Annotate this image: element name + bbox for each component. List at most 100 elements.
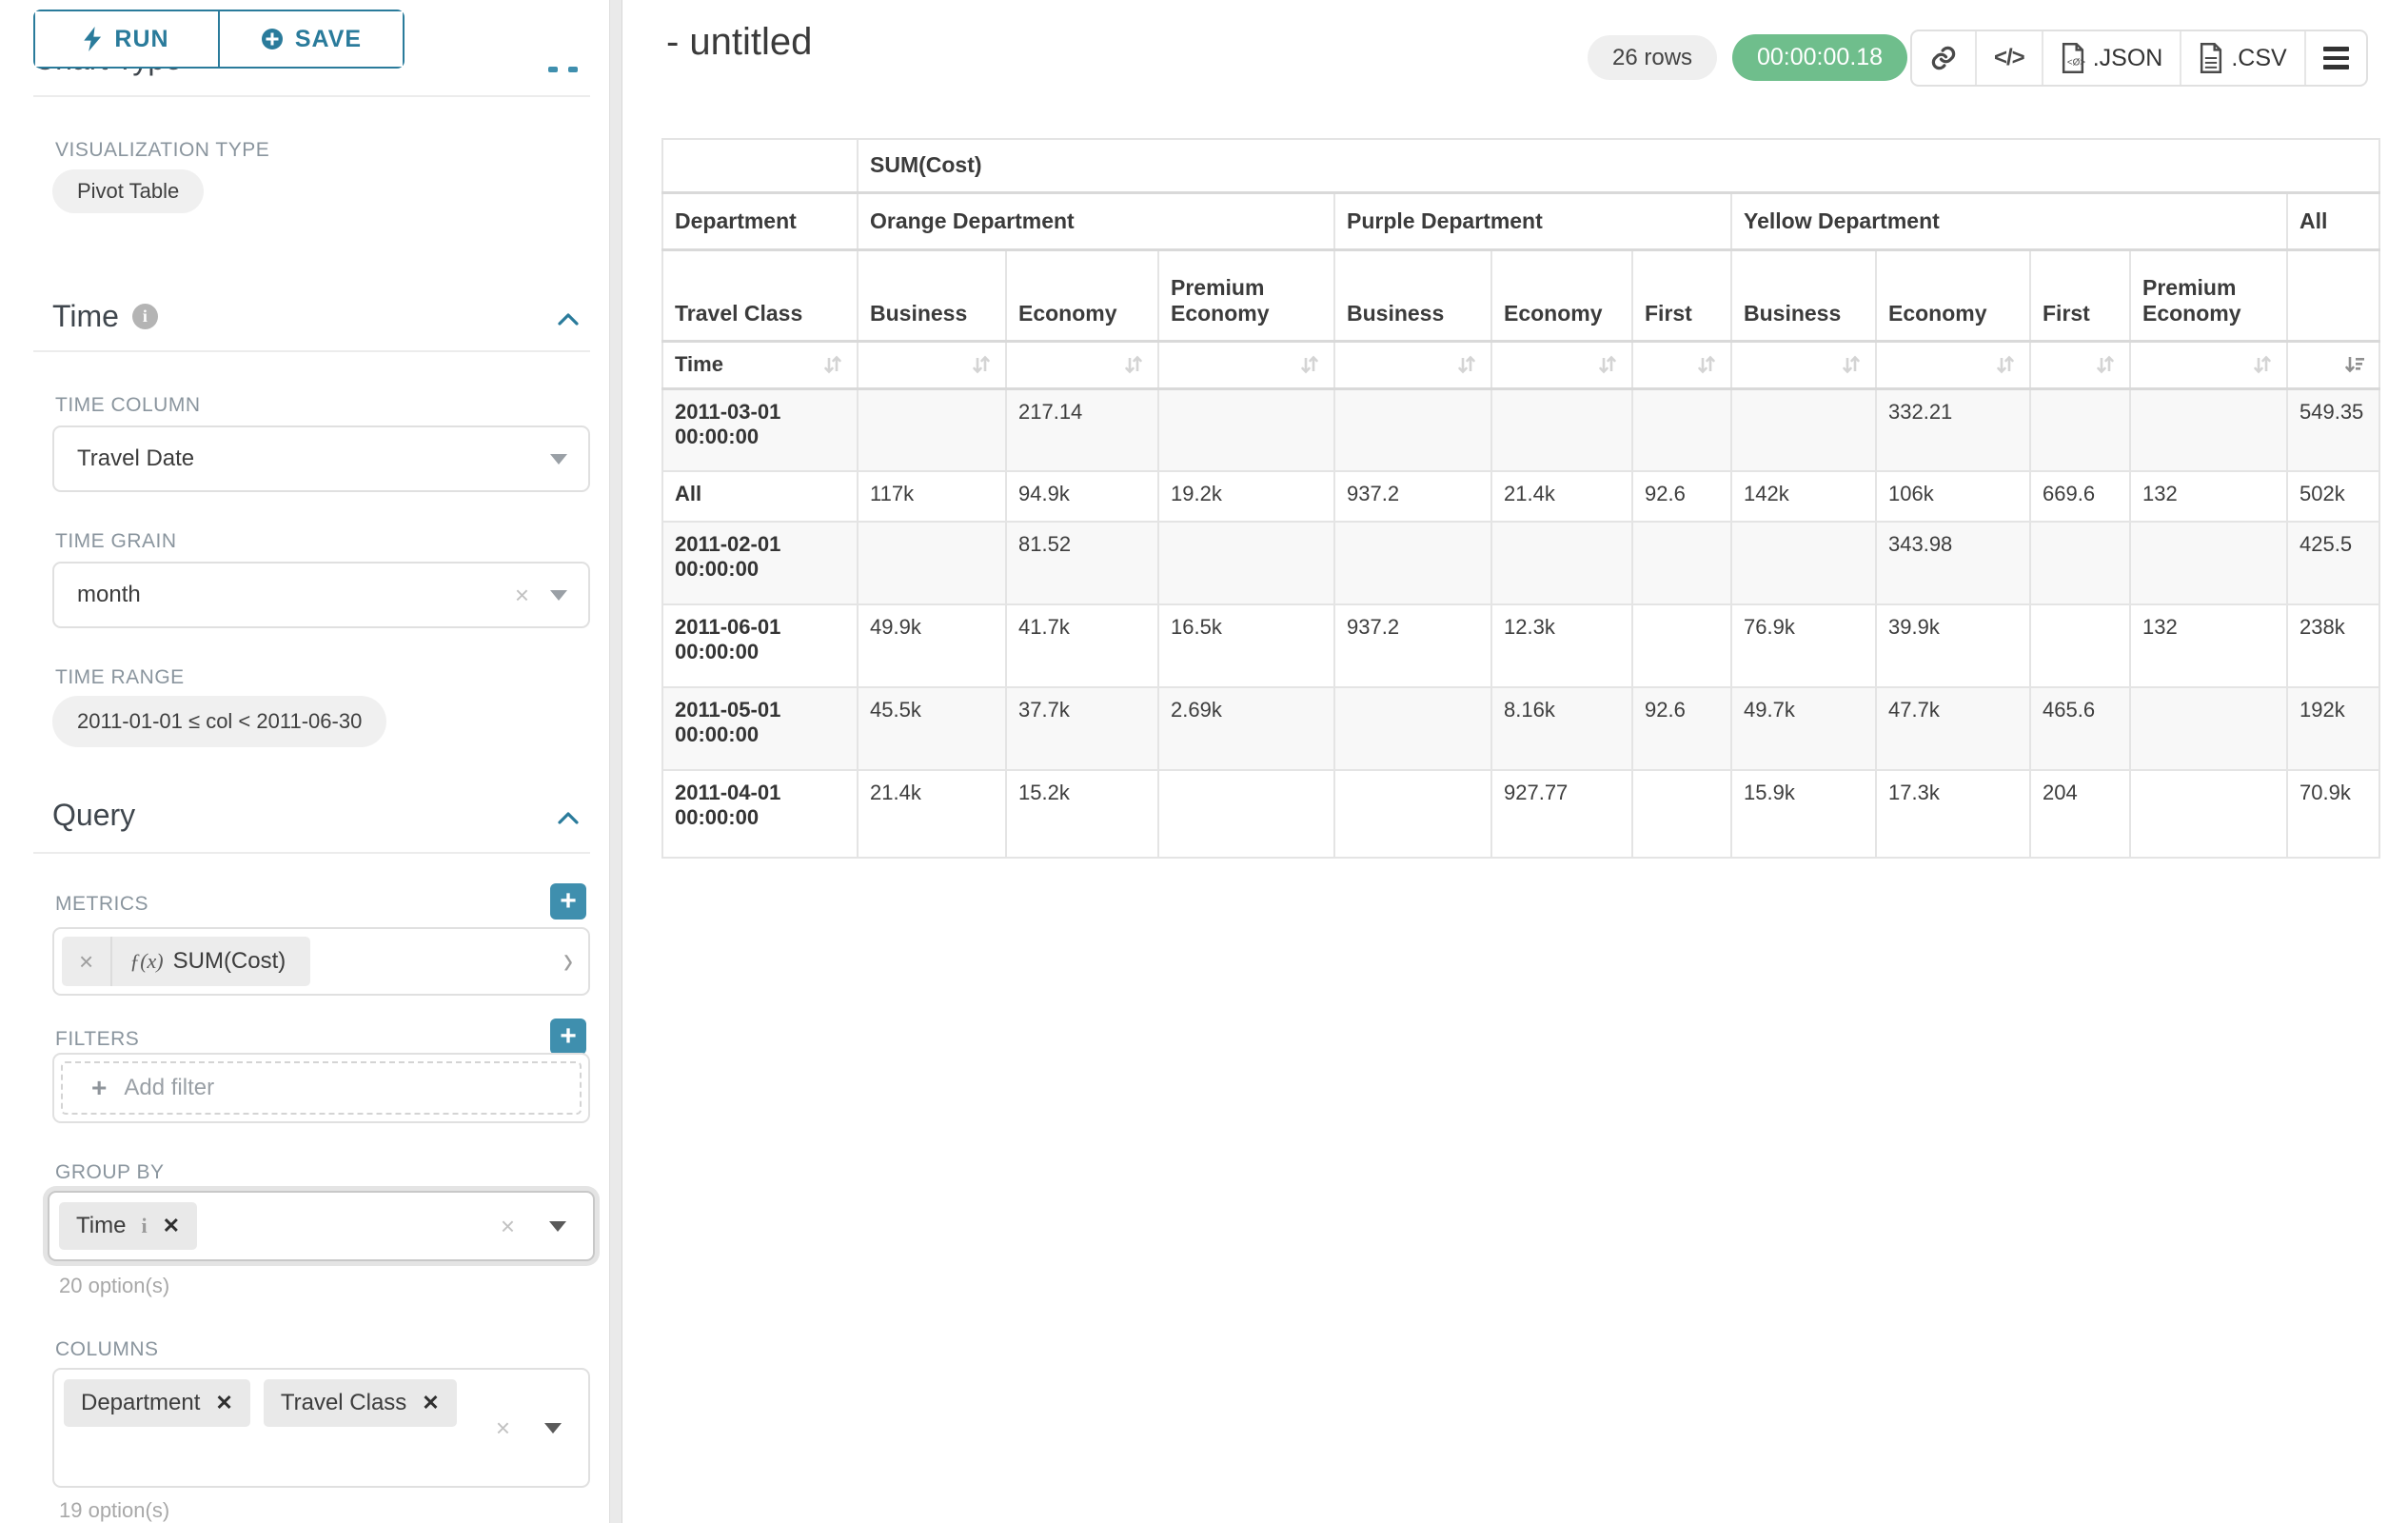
pivot-row: 2011-02-01 00:00:00 81.52 343.98 425.5 (661, 521, 2380, 605)
sort-desc-icon[interactable] (2342, 352, 2367, 377)
x-icon[interactable]: × (62, 937, 113, 986)
time-range-label: TIME RANGE (55, 666, 185, 688)
sort-icon[interactable] (969, 352, 994, 377)
col-group-header-yellow-department: Yellow Department (1730, 191, 2288, 251)
col-header-orange-department-business: Business (857, 248, 1007, 343)
pivot-cell (857, 521, 1007, 605)
sort-icon[interactable] (1454, 352, 1479, 377)
columns-select[interactable]: Department ✕ Travel Class ✕ × (52, 1368, 590, 1488)
chevron-up-icon[interactable] (555, 307, 582, 333)
pivot-cell (1157, 521, 1335, 605)
chevron-down-icon[interactable] (550, 589, 567, 601)
pivot-corner-cell (661, 138, 859, 194)
metric-chip[interactable]: × ƒ(x) SUM(Cost) (62, 937, 311, 986)
add-filter-button[interactable]: + Add filter (61, 1061, 582, 1115)
sort-header (1875, 340, 2031, 390)
pivot-row: 2011-06-01 00:00:00 49.9k 41.7k 16.5k 937.2 1… (661, 603, 2380, 688)
pivot-cell: 16.5k (1157, 603, 1335, 688)
chevron-right-icon[interactable]: › (563, 939, 573, 983)
embed-code-button[interactable]: </> (1975, 31, 2042, 85)
sort-header (1730, 340, 1877, 390)
x-icon[interactable]: × (500, 1212, 515, 1240)
sort-icon[interactable] (1121, 352, 1146, 377)
group-by-select[interactable]: Time i ✕ × (48, 1191, 595, 1261)
pivot-cell: 70.9k (2286, 769, 2380, 859)
col-group-header-purple-department: Purple Department (1333, 191, 1732, 251)
pivot-cell (1631, 387, 1732, 472)
time-section-heading: Time (52, 299, 119, 333)
add-filter-plus-button[interactable]: + (550, 1019, 586, 1055)
pivot-row-header: 2011-04-01 00:00:00 (661, 769, 859, 859)
sort-icon[interactable] (1297, 352, 1322, 377)
sidebar-scrollbar[interactable] (609, 0, 622, 1523)
add-metric-button[interactable]: + (550, 883, 586, 920)
col-header-yellow-department-business: Business (1730, 248, 1877, 343)
x-icon[interactable]: ✕ (215, 1391, 233, 1414)
pivot-cell: 465.6 (2029, 686, 2131, 771)
chart-title[interactable]: - untitled (666, 21, 813, 63)
x-icon[interactable]: × (514, 581, 529, 609)
x-icon[interactable]: × (495, 1414, 510, 1442)
chevron-up-icon[interactable] (555, 805, 582, 832)
time-row-header: Time (661, 340, 859, 390)
metrics-control: × ƒ(x) SUM(Cost) › (52, 927, 590, 996)
sort-icon[interactable] (820, 352, 845, 377)
col-header-yellow-department-economy: Economy (1875, 248, 2031, 343)
group-by-options-hint: 20 option(s) (59, 1274, 170, 1297)
hamburger-icon (2322, 47, 2349, 69)
info-icon[interactable]: i (131, 304, 158, 329)
time-grain-select[interactable]: month × (52, 562, 590, 628)
pivot-cell (1157, 769, 1335, 859)
columns-chip-travel-class[interactable]: Travel Class ✕ (263, 1379, 457, 1427)
time-range-pill[interactable]: 2011-01-01 ≤ col < 2011-06-30 (52, 696, 387, 747)
pivot-cell (2129, 686, 2288, 771)
visualization-type-pill[interactable]: Pivot Table (52, 169, 205, 213)
pivot-cell (1333, 769, 1492, 859)
sort-icon[interactable] (1993, 352, 2018, 377)
share-link-button[interactable] (1912, 31, 1975, 85)
time-column-label: TIME COLUMN (55, 394, 201, 416)
sort-icon[interactable] (2093, 352, 2118, 377)
pivot-cell: 39.9k (1875, 603, 2031, 688)
export-json-button[interactable]: <Ø> .JSON (2041, 31, 2181, 85)
pivot-cell: 927.77 (1490, 769, 1633, 859)
col-header-purple-department-first: First (1631, 248, 1732, 343)
time-grain-label: TIME GRAIN (55, 530, 177, 552)
pivot-row: 2011-05-01 00:00:00 45.5k 37.7k 2.69k 8.16k 9… (661, 686, 2380, 771)
function-icon: ƒ(x) (129, 949, 164, 973)
pivot-cell: 15.9k (1730, 769, 1877, 859)
pivot-cell: 669.6 (2029, 470, 2131, 523)
query-timer-badge: 00:00:00.18 (1732, 34, 1908, 81)
pivot-cell: 192k (2286, 686, 2380, 771)
pivot-row-header: 2011-02-01 00:00:00 (661, 521, 859, 605)
group-by-chip-time[interactable]: Time i ✕ (59, 1202, 198, 1250)
time-column-select[interactable]: Travel Date (52, 425, 590, 492)
sort-header (1005, 340, 1159, 390)
link-icon (1931, 46, 1956, 70)
columns-chip-department[interactable]: Department ✕ (64, 1379, 250, 1427)
pivot-cell (2029, 387, 2131, 472)
sort-header (1157, 340, 1335, 390)
export-csv-button[interactable]: .CSV (2180, 31, 2303, 85)
chevron-down-icon[interactable] (550, 453, 567, 465)
x-icon[interactable]: ✕ (422, 1391, 440, 1414)
save-button[interactable]: SAVE (218, 11, 403, 67)
x-icon[interactable]: ✕ (162, 1214, 181, 1237)
sort-header (2029, 340, 2131, 390)
pivot-table-container: SUM(Cost) Department Orange Department Pur… (661, 138, 2380, 859)
sort-icon[interactable] (1595, 352, 1620, 377)
menu-button[interactable] (2303, 31, 2366, 85)
pivot-cell: 92.6 (1631, 686, 1732, 771)
run-button[interactable]: RUN (35, 11, 218, 67)
info-icon[interactable]: i (141, 1214, 148, 1237)
chevron-down-icon[interactable] (549, 1220, 566, 1232)
chevron-down-icon[interactable] (544, 1422, 562, 1434)
sort-icon[interactable] (1694, 352, 1719, 377)
pivot-cell: 17.3k (1875, 769, 2031, 859)
divider (33, 95, 590, 97)
pivot-cell: 47.7k (1875, 686, 2031, 771)
sort-icon[interactable] (1839, 352, 1864, 377)
pivot-cell: 937.2 (1333, 470, 1492, 523)
sort-icon[interactable] (2250, 352, 2275, 377)
columns-options-hint: 19 option(s) (59, 1498, 170, 1522)
